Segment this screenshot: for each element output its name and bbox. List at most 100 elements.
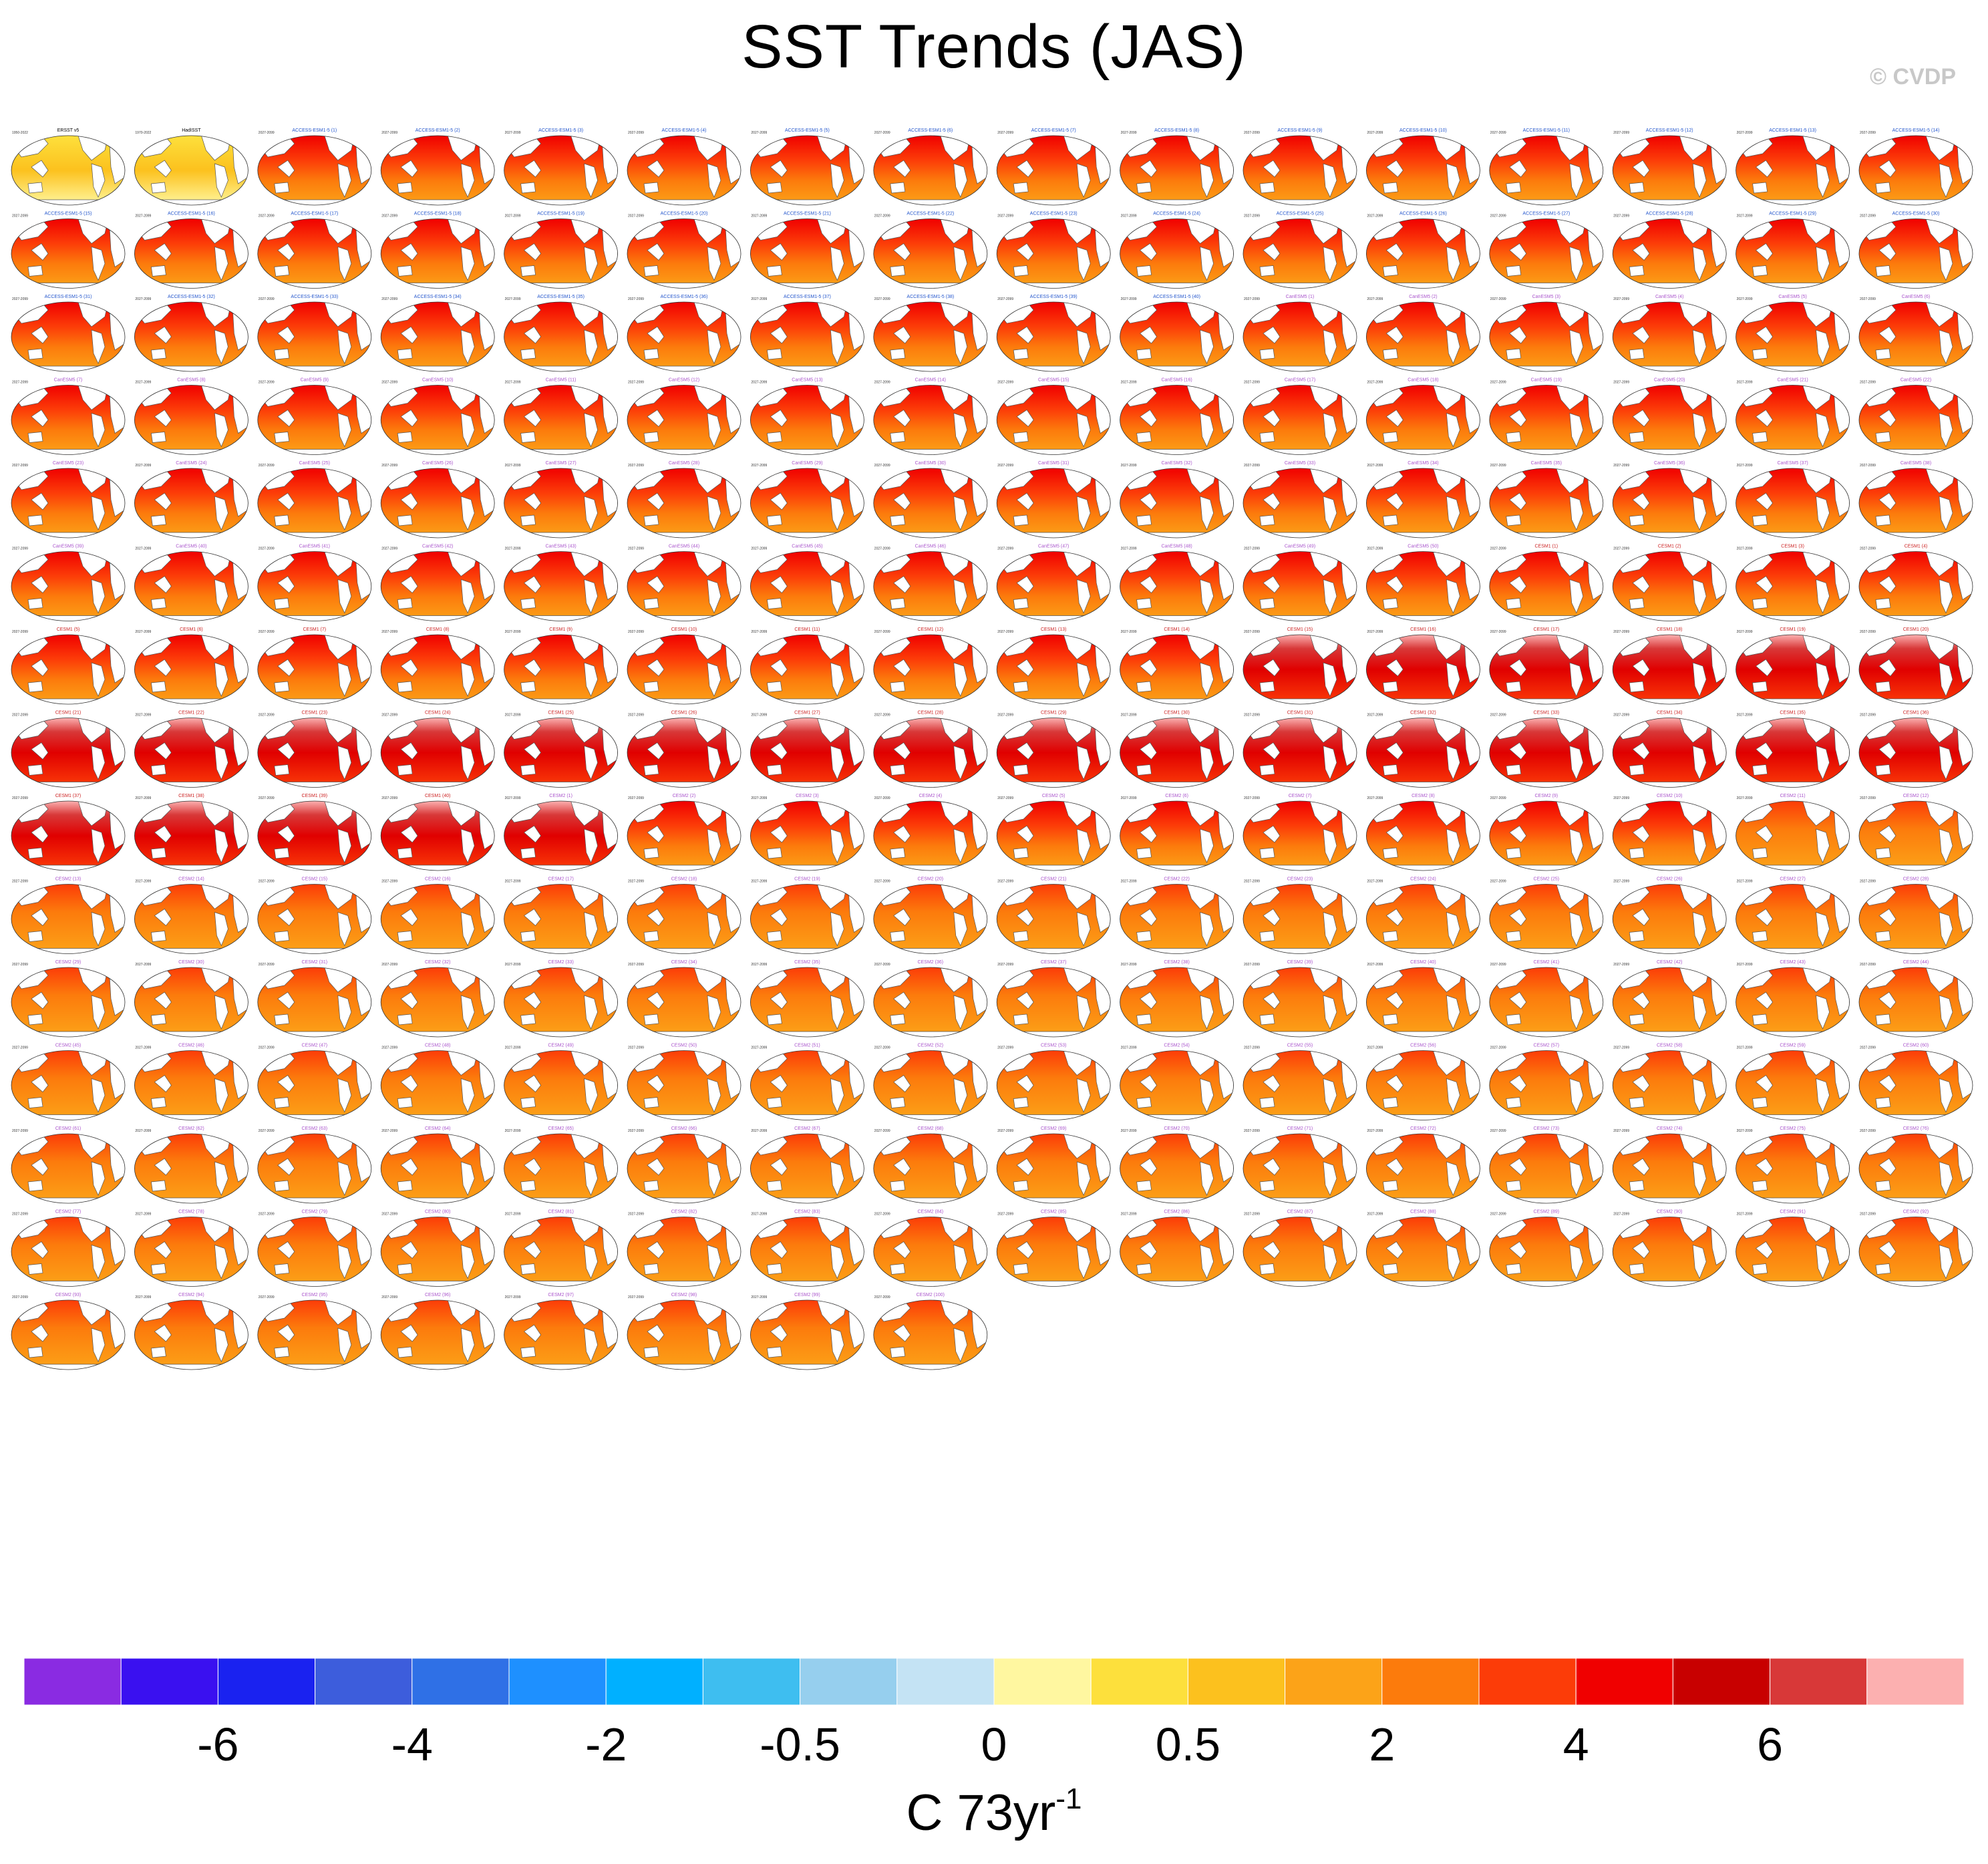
panel-period: 2027-2099 — [1490, 1213, 1506, 1217]
continent-shape — [1629, 1180, 1645, 1192]
colorbar-box — [1478, 1658, 1577, 1706]
continent-shape — [154, 243, 172, 261]
continent-shape — [1446, 246, 1460, 281]
panel-title: CanESM5 (13) — [792, 378, 822, 383]
continent-shape — [1136, 1014, 1152, 1026]
continent-shape — [1692, 163, 1707, 198]
continent-shape — [1692, 412, 1707, 448]
continent-shape — [1385, 742, 1403, 760]
continent-shape — [277, 160, 295, 178]
panel-border — [1365, 718, 1480, 788]
panel-title: ACCESS-ESM1-5 (21) — [784, 212, 831, 216]
panel-period: 2027-2099 — [381, 547, 397, 551]
panel-title: CESM2 (33) — [548, 960, 574, 965]
continent-shape — [1136, 1097, 1152, 1108]
colorbar-tick-label: 0.5 — [1156, 1718, 1220, 1770]
panel-border — [1612, 135, 1727, 206]
continent-shape — [584, 329, 598, 364]
model-map-panel: ACCESS-ESM1-5 (22) 2027-2099 — [873, 212, 988, 289]
panel-border — [257, 718, 372, 788]
panel-period: 2027-2099 — [259, 297, 275, 301]
continent-shape — [214, 496, 228, 530]
continent-shape — [1323, 579, 1337, 614]
continent-shape — [1816, 496, 1830, 530]
continent-shape — [337, 745, 352, 780]
panel-title: CanESM5 (45) — [792, 545, 822, 549]
continent-shape — [1263, 659, 1281, 677]
model-map-panel: CESM1 (18) 2027-2099 — [1612, 627, 1727, 705]
panel-title: CESM2 (38) — [1164, 960, 1190, 965]
panel-period: 2027-2099 — [505, 630, 521, 634]
panel-title: CESM2 (82) — [671, 1210, 697, 1215]
panel-title: CESM2 (71) — [1287, 1126, 1313, 1131]
panel-period: 2027-2099 — [628, 214, 644, 218]
panel-border — [1242, 718, 1357, 788]
continent-shape — [1752, 348, 1768, 360]
panel-border — [1120, 385, 1234, 455]
model-map-panel: CESM2 (90) 2027-2099 — [1612, 1210, 1727, 1287]
model-map-panel: CESM1 (38) 2027-2099 — [134, 794, 248, 871]
model-map-panel: CESM2 (51) 2027-2099 — [750, 1044, 864, 1120]
model-map-panel: CanESM5 (27) 2027-2099 — [504, 461, 618, 538]
continent-shape — [524, 659, 542, 677]
continent-shape — [643, 847, 659, 859]
continent-shape — [337, 412, 352, 448]
continent-shape — [91, 579, 106, 614]
continent-shape — [890, 764, 906, 776]
panel-title: CESM2 (94) — [178, 1293, 204, 1297]
panel-title: CESM2 (73) — [1534, 1126, 1560, 1131]
model-map-panel: CESM1 (19) 2027-2099 — [1735, 627, 1850, 705]
continent-shape — [890, 1263, 906, 1275]
model-map-panel: CESM2 (70) 2027-2099 — [1120, 1126, 1234, 1204]
continent-shape — [520, 514, 536, 526]
continent-shape — [1076, 163, 1091, 198]
panel-period: 2027-2099 — [259, 714, 275, 718]
model-map-panel: CESM2 (42) 2027-2099 — [1612, 960, 1727, 1038]
continent-shape — [1200, 246, 1214, 281]
panel-title: ACCESS-ESM1-5 (15) — [45, 212, 92, 216]
panel-border — [504, 218, 618, 289]
panel-title: CESM1 (4) — [1904, 545, 1928, 549]
model-map-panel: ACCESS-ESM1-5 (30) 2027-2099 — [1858, 212, 1973, 289]
continent-shape — [1259, 1263, 1275, 1275]
continent-shape — [1875, 348, 1891, 360]
continent-shape — [1076, 496, 1091, 530]
panel-title: CESM2 (6) — [1165, 794, 1188, 798]
model-map-panel: CESM1 (16) 2027-2099 — [1365, 627, 1480, 705]
continent-shape — [397, 764, 413, 776]
panel-border — [1735, 218, 1850, 289]
panel-title: CESM2 (41) — [1534, 960, 1560, 965]
panel-period: 2027-2099 — [1121, 464, 1137, 468]
model-map-panel: CESM1 (26) 2027-2099 — [627, 711, 741, 788]
continent-shape — [584, 412, 598, 448]
model-map-panel: ACCESS-ESM1-5 (9) 2027-2099 — [1242, 128, 1357, 206]
model-map-panel: ACCESS-ESM1-5 (37) 2027-2099 — [750, 295, 864, 372]
panel-title: CESM1 (21) — [55, 711, 81, 716]
continent-shape — [400, 742, 418, 760]
panel-period: 2027-2099 — [1860, 630, 1876, 634]
model-map-panel: CESM2 (89) 2027-2099 — [1489, 1210, 1604, 1287]
panel-border — [1242, 135, 1357, 206]
model-map-panel: CanESM5 (30) 2027-2099 — [873, 461, 988, 538]
panel-period: 2027-2099 — [628, 381, 644, 385]
model-map-panel: CESM2 (79) 2027-2099 — [257, 1210, 372, 1287]
colorbar-box — [1770, 1658, 1868, 1706]
panel-period: 2027-2099 — [628, 796, 644, 800]
continent-shape — [274, 1097, 290, 1108]
panel-period: 2027-2099 — [1490, 381, 1506, 385]
panel-title: ACCESS-ESM1-5 (9) — [1278, 128, 1323, 133]
panel-period: 2027-2099 — [997, 214, 1013, 218]
panel-period: 2027-2099 — [1490, 131, 1506, 135]
continent-shape — [1200, 412, 1214, 448]
model-map-panel: CESM2 (46) 2027-2099 — [134, 1044, 248, 1120]
panel-title: CanESM5 (39) — [53, 545, 84, 549]
continent-shape — [1629, 681, 1645, 693]
panel-period: 2027-2099 — [1860, 214, 1876, 218]
colorbar-tick-label: 6 — [1757, 1718, 1783, 1770]
model-map-panel: ACCESS-ESM1-5 (29) 2027-2099 — [1735, 212, 1850, 289]
panel-title: CESM1 (11) — [794, 627, 820, 632]
model-map-panel: ACCESS-ESM1-5 (36) 2027-2099 — [627, 295, 741, 372]
continent-shape — [214, 412, 228, 448]
panel-title: CESM2 (77) — [55, 1210, 81, 1215]
continent-shape — [274, 598, 290, 609]
